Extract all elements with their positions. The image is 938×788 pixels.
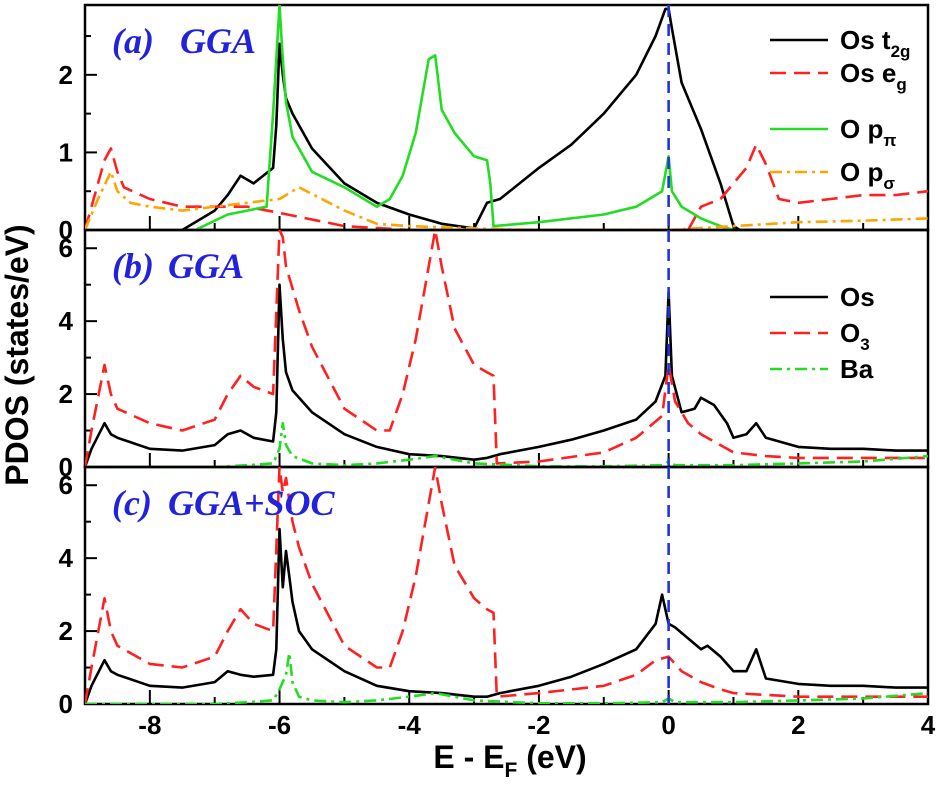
y-tick-label: 2 bbox=[59, 616, 73, 646]
legend-label: Os t2g bbox=[840, 25, 910, 61]
x-tick-label: -4 bbox=[398, 710, 422, 740]
x-tick-label: 2 bbox=[791, 710, 805, 740]
y-tick-label: 2 bbox=[59, 60, 73, 90]
panel-label: (b) bbox=[112, 246, 154, 286]
series-line-black bbox=[85, 527, 928, 704]
y-tick-label: 2 bbox=[59, 379, 73, 409]
panel-label: (c) bbox=[112, 483, 152, 523]
series-line-red bbox=[85, 467, 928, 704]
legend-label: O3 bbox=[840, 318, 870, 354]
panel-method: GGA+SOC bbox=[168, 483, 336, 523]
series-line-red bbox=[85, 143, 928, 230]
series-line-black bbox=[181, 7, 928, 230]
legend-label: Os eg bbox=[840, 58, 907, 94]
legend-label: O pσ bbox=[840, 157, 895, 193]
panel-label: (a) bbox=[112, 21, 154, 61]
y-tick-label: 0 bbox=[59, 452, 73, 482]
legend-label: Ba bbox=[840, 354, 874, 384]
y-axis-title: PDOS (states/eV) bbox=[0, 224, 35, 485]
panel-method: GGA bbox=[180, 21, 256, 61]
x-tick-label: -6 bbox=[268, 710, 291, 740]
panel-method: GGA bbox=[168, 246, 244, 286]
x-axis-title-main: E - E bbox=[433, 739, 504, 775]
x-tick-label: -8 bbox=[138, 710, 161, 740]
legend-label: Os bbox=[840, 282, 875, 312]
series-line-green bbox=[85, 651, 928, 704]
x-axis-title-unit: (eV) bbox=[517, 739, 586, 775]
panel-frame bbox=[83, 465, 930, 706]
y-tick-label: 4 bbox=[59, 543, 74, 573]
y-tick-label: 6 bbox=[59, 233, 73, 263]
y-tick-label: 4 bbox=[59, 306, 74, 336]
series-line-orange bbox=[85, 170, 928, 230]
y-tick-label: 0 bbox=[59, 689, 73, 719]
y-tick-label: 1 bbox=[59, 137, 73, 167]
panel-2: 0 2 4 6 (c) GGA+SOC -8 -6 -4 -2 0 2 4 bbox=[59, 465, 936, 740]
series-line-green bbox=[194, 5, 734, 230]
y-tick-label: 6 bbox=[59, 470, 73, 500]
series-line-red bbox=[85, 230, 928, 467]
series-line-black bbox=[85, 283, 928, 467]
x-axis-title: E - EF (eV) bbox=[433, 739, 586, 782]
x-tick-label: 0 bbox=[661, 710, 675, 740]
x-tick-label: 4 bbox=[921, 710, 936, 740]
series-line-green bbox=[85, 421, 928, 467]
x-tick-label: -2 bbox=[527, 710, 550, 740]
y-tick-label: 0 bbox=[59, 215, 73, 245]
legend-label: O pπ bbox=[840, 114, 896, 150]
x-axis-title-sub: F bbox=[504, 759, 517, 782]
